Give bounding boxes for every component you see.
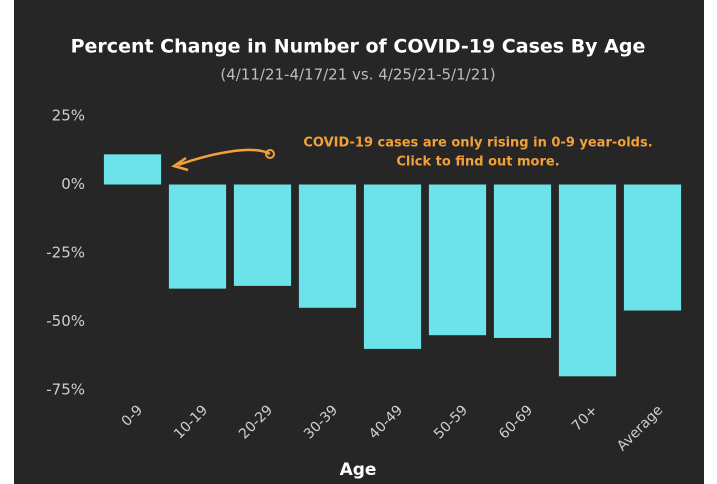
y-tick-label: -25% [46,244,85,262]
y-tick-label: 0% [61,175,85,193]
annotation-arrow-tail [265,149,275,159]
annotation-arrowhead [171,156,189,172]
chart-title: Percent Change in Number of COVID-19 Cas… [71,36,646,58]
bar [298,184,357,308]
x-axis-title: Age [340,460,377,480]
bar [558,184,617,377]
bar [233,184,292,286]
bar [623,184,682,311]
y-tick-label: -50% [46,312,85,330]
bar [103,154,162,185]
annotation[interactable]: COVID-19 cases are only rising in 0-9 ye… [303,136,652,170]
annotation-line[interactable]: Click to find out more. [396,155,559,170]
annotation-arrow [177,148,271,167]
bar [363,184,422,349]
bar [493,184,552,338]
annotation-line[interactable]: COVID-19 cases are only rising in 0-9 ye… [303,136,652,151]
y-tick-label: 25% [52,107,85,125]
bar [428,184,487,336]
chart-subtitle: (4/11/21-4/17/21 vs. 4/25/21-5/1/21) [220,66,495,84]
bar [168,184,227,289]
y-tick-label: -75% [46,381,85,399]
